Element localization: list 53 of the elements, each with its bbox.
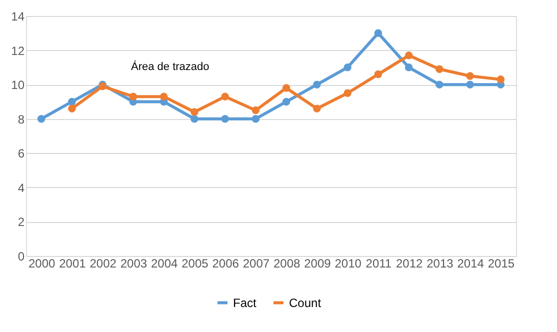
point — [436, 65, 444, 74]
x-tick-label: 2003 — [120, 256, 148, 270]
x-tick-label: 2011 — [366, 256, 392, 270]
x-tick-label: 2009 — [304, 256, 332, 270]
point — [344, 89, 352, 98]
point — [37, 114, 46, 123]
y-tick-label: 8 — [18, 112, 25, 126]
x-tick-label: 2014 — [457, 256, 484, 270]
x-tick-label: 2015 — [488, 256, 515, 270]
point — [404, 64, 413, 72]
y-tick-label: 6 — [18, 146, 25, 161]
x-tick-label: 2004 — [150, 256, 178, 270]
x-tick-label: 2012 — [396, 256, 423, 270]
point — [436, 80, 444, 88]
point — [252, 106, 260, 114]
y-tick-label: 2 — [18, 215, 25, 230]
point — [374, 70, 382, 78]
point — [221, 92, 229, 100]
point — [68, 104, 76, 112]
point — [221, 114, 229, 123]
point — [404, 52, 413, 60]
legend-label: Count — [289, 296, 322, 310]
point — [496, 76, 505, 84]
x-tick-label: 2008 — [273, 256, 300, 270]
point — [160, 92, 168, 100]
point — [282, 98, 290, 106]
y-tick-label: 12 — [11, 44, 25, 58]
y-tick-label: 14 — [11, 10, 25, 24]
x-tick-label: 2013 — [426, 256, 454, 270]
point — [466, 72, 474, 80]
point — [282, 84, 290, 92]
point — [252, 114, 260, 123]
point — [313, 80, 321, 88]
point — [190, 114, 198, 123]
x-tick-label: 2006 — [212, 256, 240, 270]
point — [129, 92, 138, 100]
point — [68, 98, 76, 106]
legend-label: Fact — [233, 296, 258, 310]
y-tick-label: 4 — [18, 180, 25, 195]
x-tick-label: 2010 — [334, 256, 362, 270]
point — [313, 104, 321, 112]
x-tick-label: 2002 — [90, 256, 117, 270]
x-tick-label: 2001 — [59, 256, 86, 270]
y-tick-label: 10 — [11, 78, 25, 92]
annotation: Área de trazado — [131, 60, 210, 73]
point — [466, 80, 474, 88]
point — [190, 108, 198, 116]
x-tick-label: 2005 — [182, 256, 209, 270]
point — [344, 64, 352, 72]
x-tick-label: 2000 — [28, 256, 56, 270]
x-tick-label: 2007 — [242, 256, 270, 270]
y-tick-label: 0 — [18, 250, 25, 264]
point — [374, 29, 382, 38]
